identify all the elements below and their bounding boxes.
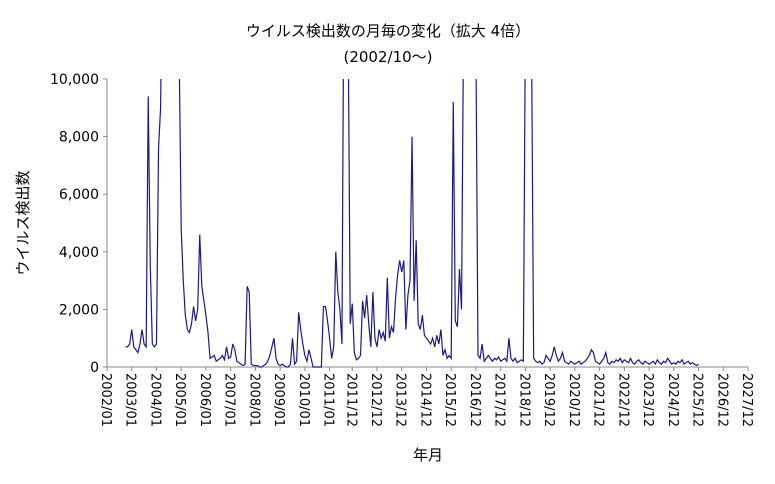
x-tick-label: 2013/12 (393, 373, 408, 427)
x-tick-label: 2027/12 (739, 373, 754, 427)
x-tick-label: 2010/01 (296, 373, 311, 427)
chart-subtitle: (2002/10〜) (343, 48, 432, 66)
x-tick-label: 2005/01 (172, 373, 187, 427)
x-tick-label: 2004/01 (147, 373, 162, 427)
x-tick-label: 2018/12 (516, 373, 531, 427)
x-tick-label: 2022/12 (615, 373, 630, 427)
x-tick-label: 2015/12 (442, 373, 457, 427)
x-tick-label: 2011/12 (343, 373, 358, 427)
x-tick-label: 2008/01 (246, 373, 261, 427)
x-tick-label: 2009/01 (271, 373, 286, 427)
x-tick-label: 2017/12 (492, 373, 507, 427)
x-tick-label: 2016/12 (467, 373, 482, 427)
y-tick-label: 4,000 (59, 245, 99, 261)
x-tick-label: 2019/12 (541, 373, 556, 427)
x-tick-label: 2003/01 (123, 373, 138, 427)
chart-title: ウイルス検出数の月毎の変化（拡大 4倍） (246, 22, 530, 40)
x-tick-label: 2023/12 (640, 373, 655, 427)
data-line (125, 79, 699, 368)
y-tick-label: 0 (90, 360, 99, 376)
x-tick-label: 2026/12 (714, 373, 729, 427)
x-tick-label: 2012/12 (368, 373, 383, 427)
y-tick-label: 10,000 (50, 72, 99, 88)
x-tick-label: 2021/12 (591, 373, 606, 427)
x-tick-label: 2014/12 (417, 373, 432, 427)
y-tick-label: 2,000 (59, 302, 99, 318)
x-tick-label: 2006/01 (197, 373, 212, 427)
x-tick-label: 2002/01 (98, 373, 113, 427)
x-axis-label: 年月 (413, 446, 443, 464)
y-tick-label: 8,000 (59, 130, 99, 146)
x-tick-label: 2007/01 (222, 373, 237, 427)
y-axis-label: ウイルス検出数 (14, 170, 32, 275)
x-tick-label: 2025/12 (690, 373, 705, 427)
y-tick-label: 6,000 (59, 187, 99, 203)
plot-area (125, 79, 699, 368)
x-tick-label: 2011/01 (321, 373, 336, 427)
x-tick-label: 2024/12 (665, 373, 680, 427)
x-tick-label: 2020/12 (566, 373, 581, 427)
